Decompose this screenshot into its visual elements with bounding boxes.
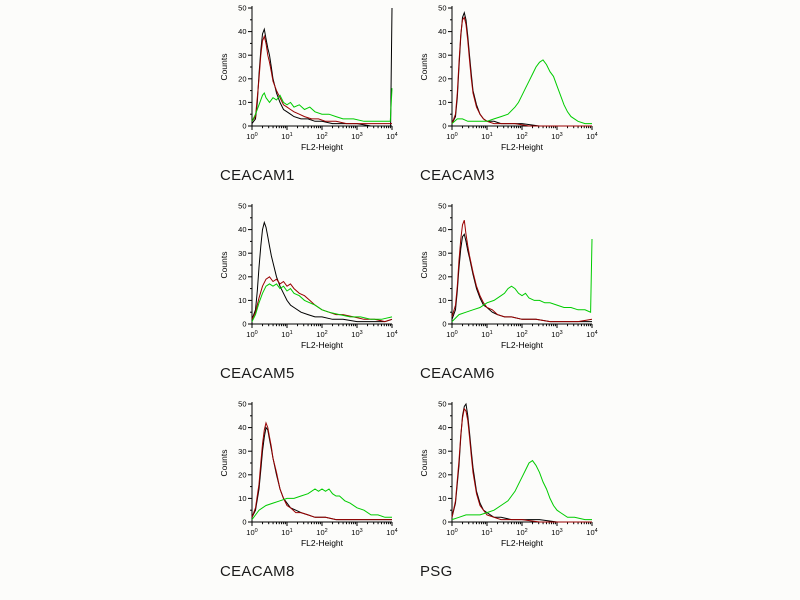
svg-text:Counts: Counts	[419, 252, 429, 279]
svg-text:0: 0	[442, 122, 446, 131]
svg-text:0: 0	[442, 320, 446, 329]
svg-text:40: 40	[238, 423, 246, 432]
svg-text:Counts: Counts	[219, 450, 229, 477]
svg-text:20: 20	[238, 272, 246, 281]
svg-text:30: 30	[438, 447, 446, 456]
svg-text:101: 101	[481, 528, 492, 537]
svg-text:104: 104	[586, 330, 597, 339]
svg-text:FL2-Height: FL2-Height	[301, 142, 344, 152]
svg-text:101: 101	[281, 528, 292, 537]
histogram-ceacam5: 0 10 20 30 40 50 100 101 102 103 104 FL2-Height Coun…	[218, 200, 408, 352]
svg-text:100: 100	[446, 330, 457, 339]
svg-text:20: 20	[238, 470, 246, 479]
panel-label-ceacam3: CEACAM3	[420, 167, 495, 184]
svg-text:103: 103	[551, 132, 562, 141]
svg-text:50: 50	[438, 4, 446, 13]
svg-text:103: 103	[351, 132, 362, 141]
histogram-psg: 0 10 20 30 40 50 100 101 102 103 104 FL2-Height Coun…	[418, 398, 608, 550]
svg-text:0: 0	[442, 518, 446, 527]
svg-text:10: 10	[238, 98, 246, 107]
svg-text:104: 104	[386, 528, 397, 537]
svg-text:Counts: Counts	[219, 252, 229, 279]
svg-text:101: 101	[481, 132, 492, 141]
svg-text:102: 102	[516, 330, 527, 339]
svg-text:FL2-Height: FL2-Height	[501, 142, 544, 152]
panel-ceacam1: 0 10 20 30 40 50 100 101 102 103 104 FL2-Height Coun…	[218, 2, 408, 184]
svg-text:102: 102	[316, 528, 327, 537]
svg-text:50: 50	[438, 400, 446, 409]
svg-text:30: 30	[238, 249, 246, 258]
svg-text:FL2-Height: FL2-Height	[501, 538, 544, 548]
svg-text:40: 40	[438, 27, 446, 36]
svg-text:20: 20	[238, 74, 246, 83]
svg-text:102: 102	[516, 132, 527, 141]
panel-label-psg: PSG	[420, 563, 453, 580]
svg-text:104: 104	[386, 132, 397, 141]
panel-label-ceacam6: CEACAM6	[420, 365, 495, 382]
svg-text:30: 30	[238, 51, 246, 60]
panel-label-ceacam5: CEACAM5	[220, 365, 295, 382]
svg-text:100: 100	[246, 132, 257, 141]
svg-text:20: 20	[438, 470, 446, 479]
svg-text:100: 100	[246, 528, 257, 537]
svg-text:FL2-Height: FL2-Height	[301, 340, 344, 350]
svg-text:0: 0	[242, 122, 246, 131]
svg-text:102: 102	[516, 528, 527, 537]
svg-text:103: 103	[351, 330, 362, 339]
panel-ceacam8: 0 10 20 30 40 50 100 101 102 103 104 FL2-Height Coun…	[218, 398, 408, 580]
svg-text:0: 0	[242, 320, 246, 329]
svg-text:30: 30	[238, 447, 246, 456]
svg-text:100: 100	[246, 330, 257, 339]
svg-text:10: 10	[238, 494, 246, 503]
svg-text:102: 102	[316, 132, 327, 141]
panel-ceacam5: 0 10 20 30 40 50 100 101 102 103 104 FL2-Height Coun…	[218, 200, 408, 382]
svg-text:20: 20	[438, 272, 446, 281]
svg-text:104: 104	[386, 330, 397, 339]
svg-text:103: 103	[351, 528, 362, 537]
panel-ceacam3: 0 10 20 30 40 50 100 101 102 103 104 FL2-Height Coun…	[418, 2, 608, 184]
svg-text:30: 30	[438, 51, 446, 60]
svg-text:FL2-Height: FL2-Height	[501, 340, 544, 350]
svg-text:0: 0	[242, 518, 246, 527]
svg-text:30: 30	[438, 249, 446, 258]
svg-text:40: 40	[238, 225, 246, 234]
svg-text:50: 50	[438, 202, 446, 211]
svg-text:101: 101	[481, 330, 492, 339]
panel-ceacam6: 0 10 20 30 40 50 100 101 102 103 104 FL2-Height Coun…	[418, 200, 608, 382]
svg-text:10: 10	[238, 296, 246, 305]
svg-text:104: 104	[586, 528, 597, 537]
svg-text:Counts: Counts	[419, 54, 429, 81]
svg-text:104: 104	[586, 132, 597, 141]
svg-text:50: 50	[238, 202, 246, 211]
svg-text:10: 10	[438, 296, 446, 305]
svg-text:101: 101	[281, 132, 292, 141]
svg-text:40: 40	[438, 225, 446, 234]
histogram-ceacam6: 0 10 20 30 40 50 100 101 102 103 104 FL2-Height Coun…	[418, 200, 608, 352]
histogram-ceacam3: 0 10 20 30 40 50 100 101 102 103 104 FL2-Height Coun…	[418, 2, 608, 154]
svg-text:20: 20	[438, 74, 446, 83]
svg-text:10: 10	[438, 98, 446, 107]
svg-text:102: 102	[316, 330, 327, 339]
svg-text:Counts: Counts	[219, 54, 229, 81]
svg-text:103: 103	[551, 330, 562, 339]
svg-text:101: 101	[281, 330, 292, 339]
svg-text:40: 40	[238, 27, 246, 36]
panel-label-ceacam1: CEACAM1	[220, 167, 295, 184]
svg-text:10: 10	[438, 494, 446, 503]
panel-label-ceacam8: CEACAM8	[220, 563, 295, 580]
svg-text:50: 50	[238, 400, 246, 409]
svg-text:FL2-Height: FL2-Height	[301, 538, 344, 548]
svg-text:100: 100	[446, 132, 457, 141]
histogram-ceacam8: 0 10 20 30 40 50 100 101 102 103 104 FL2-Height Coun…	[218, 398, 408, 550]
svg-text:103: 103	[551, 528, 562, 537]
svg-text:40: 40	[438, 423, 446, 432]
svg-text:50: 50	[238, 4, 246, 13]
panel-psg: 0 10 20 30 40 50 100 101 102 103 104 FL2-Height Coun…	[418, 398, 608, 580]
svg-text:100: 100	[446, 528, 457, 537]
svg-text:Counts: Counts	[419, 450, 429, 477]
histogram-ceacam1: 0 10 20 30 40 50 100 101 102 103 104 FL2-Height Coun…	[218, 2, 408, 154]
